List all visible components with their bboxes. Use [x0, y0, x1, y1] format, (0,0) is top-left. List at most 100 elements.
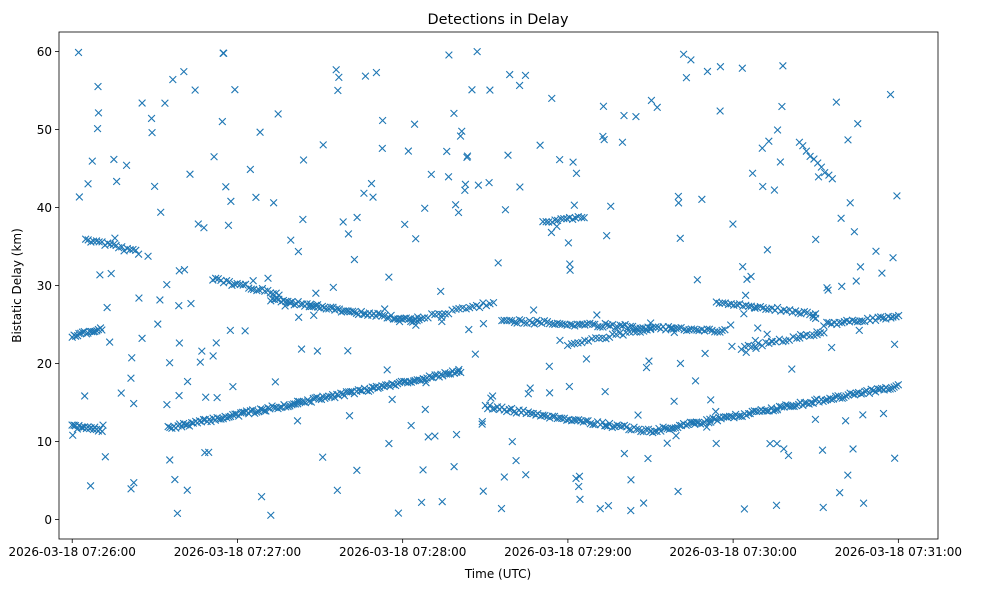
detection-point — [95, 238, 103, 246]
detection-point — [326, 303, 335, 311]
detection-point — [648, 428, 657, 437]
detection-point — [735, 300, 744, 308]
detection-point — [544, 218, 553, 226]
detection-point — [526, 384, 534, 392]
detection-point — [770, 186, 779, 194]
detection-point — [608, 330, 617, 338]
detection-point — [367, 179, 376, 188]
detection-point — [775, 335, 784, 344]
detection-point — [294, 247, 303, 256]
detection-point — [599, 323, 607, 331]
detection-point — [591, 334, 600, 342]
detection-point — [577, 213, 586, 222]
detection-point — [131, 246, 140, 255]
detection-point — [596, 323, 604, 331]
detection-point — [674, 192, 683, 201]
detection-point — [780, 445, 788, 453]
detection-point — [893, 192, 901, 200]
detection-point — [703, 325, 711, 333]
detection-point — [600, 135, 608, 144]
detection-point — [682, 73, 691, 82]
detection-point — [318, 453, 327, 461]
detection-point — [807, 398, 815, 407]
detection-point — [457, 127, 466, 136]
detection-point — [201, 393, 210, 401]
detection-point — [378, 311, 387, 320]
y-axis-label: Bistatic Delay (km) — [10, 228, 24, 343]
detection-point — [529, 306, 538, 314]
detection-point — [247, 285, 256, 293]
detection-point — [773, 439, 781, 448]
detection-point — [601, 387, 609, 396]
detection-point — [332, 65, 340, 74]
detection-point — [331, 306, 339, 314]
detection-point — [602, 421, 610, 430]
detection-point — [556, 336, 564, 345]
detection-point — [772, 501, 781, 510]
detection-point — [767, 337, 776, 346]
detection-point — [148, 128, 156, 137]
detection-point — [147, 114, 156, 123]
detection-point — [819, 503, 828, 512]
detection-point — [86, 482, 95, 490]
detection-point — [75, 193, 84, 201]
detection-point — [127, 374, 135, 382]
detection-point — [80, 392, 89, 400]
detection-point — [68, 431, 77, 440]
detection-point — [856, 263, 865, 271]
detection-point — [120, 247, 128, 255]
detection-point — [500, 316, 508, 325]
chart-title: Detections in Delay — [428, 12, 569, 28]
detection-point — [879, 409, 888, 418]
detection-point — [272, 294, 281, 303]
detection-point — [505, 405, 514, 414]
detection-point — [337, 308, 346, 316]
detection-point — [394, 509, 403, 517]
detection-point — [89, 425, 98, 434]
detection-point — [293, 417, 302, 425]
detection-point — [333, 486, 342, 495]
detection-point — [670, 397, 678, 406]
detection-point — [713, 328, 722, 336]
detection-point — [164, 422, 172, 431]
detection-point — [811, 396, 819, 405]
detection-point — [407, 421, 415, 430]
detection-point — [225, 413, 233, 421]
detection-point — [744, 409, 753, 418]
detection-point — [530, 320, 539, 328]
detection-point — [674, 199, 683, 207]
detection-point — [632, 425, 641, 434]
detection-point — [644, 454, 652, 463]
detection-point — [413, 313, 422, 321]
detection-point — [521, 71, 530, 80]
detection-point — [505, 70, 514, 79]
detection-point — [589, 320, 597, 329]
detection-point — [894, 381, 903, 389]
detection-point — [200, 223, 208, 232]
detection-point — [369, 193, 377, 201]
detection-point — [763, 330, 771, 339]
detection-point — [541, 411, 549, 420]
detection-point — [703, 67, 712, 76]
detection-point — [230, 280, 239, 289]
detection-point — [858, 317, 866, 325]
detection-point — [524, 408, 533, 416]
detection-point — [645, 357, 653, 365]
detection-point — [93, 124, 102, 133]
detection-point — [350, 255, 359, 264]
detection-point — [360, 189, 368, 198]
y-tick-label: 50 — [37, 123, 52, 137]
y-tick-label: 60 — [37, 45, 52, 59]
detection-point — [431, 432, 439, 440]
detection-point — [726, 321, 735, 329]
detection-point — [738, 64, 747, 73]
detection-point — [109, 240, 118, 249]
detection-point — [853, 119, 862, 128]
detection-point — [253, 286, 261, 295]
detection-point — [547, 228, 556, 237]
x-tick-label: 2026-03-18 07:29:00 — [504, 545, 631, 559]
detection-point — [456, 132, 465, 140]
detection-point — [832, 98, 841, 106]
detection-point — [557, 214, 565, 223]
detection-point — [165, 456, 174, 464]
